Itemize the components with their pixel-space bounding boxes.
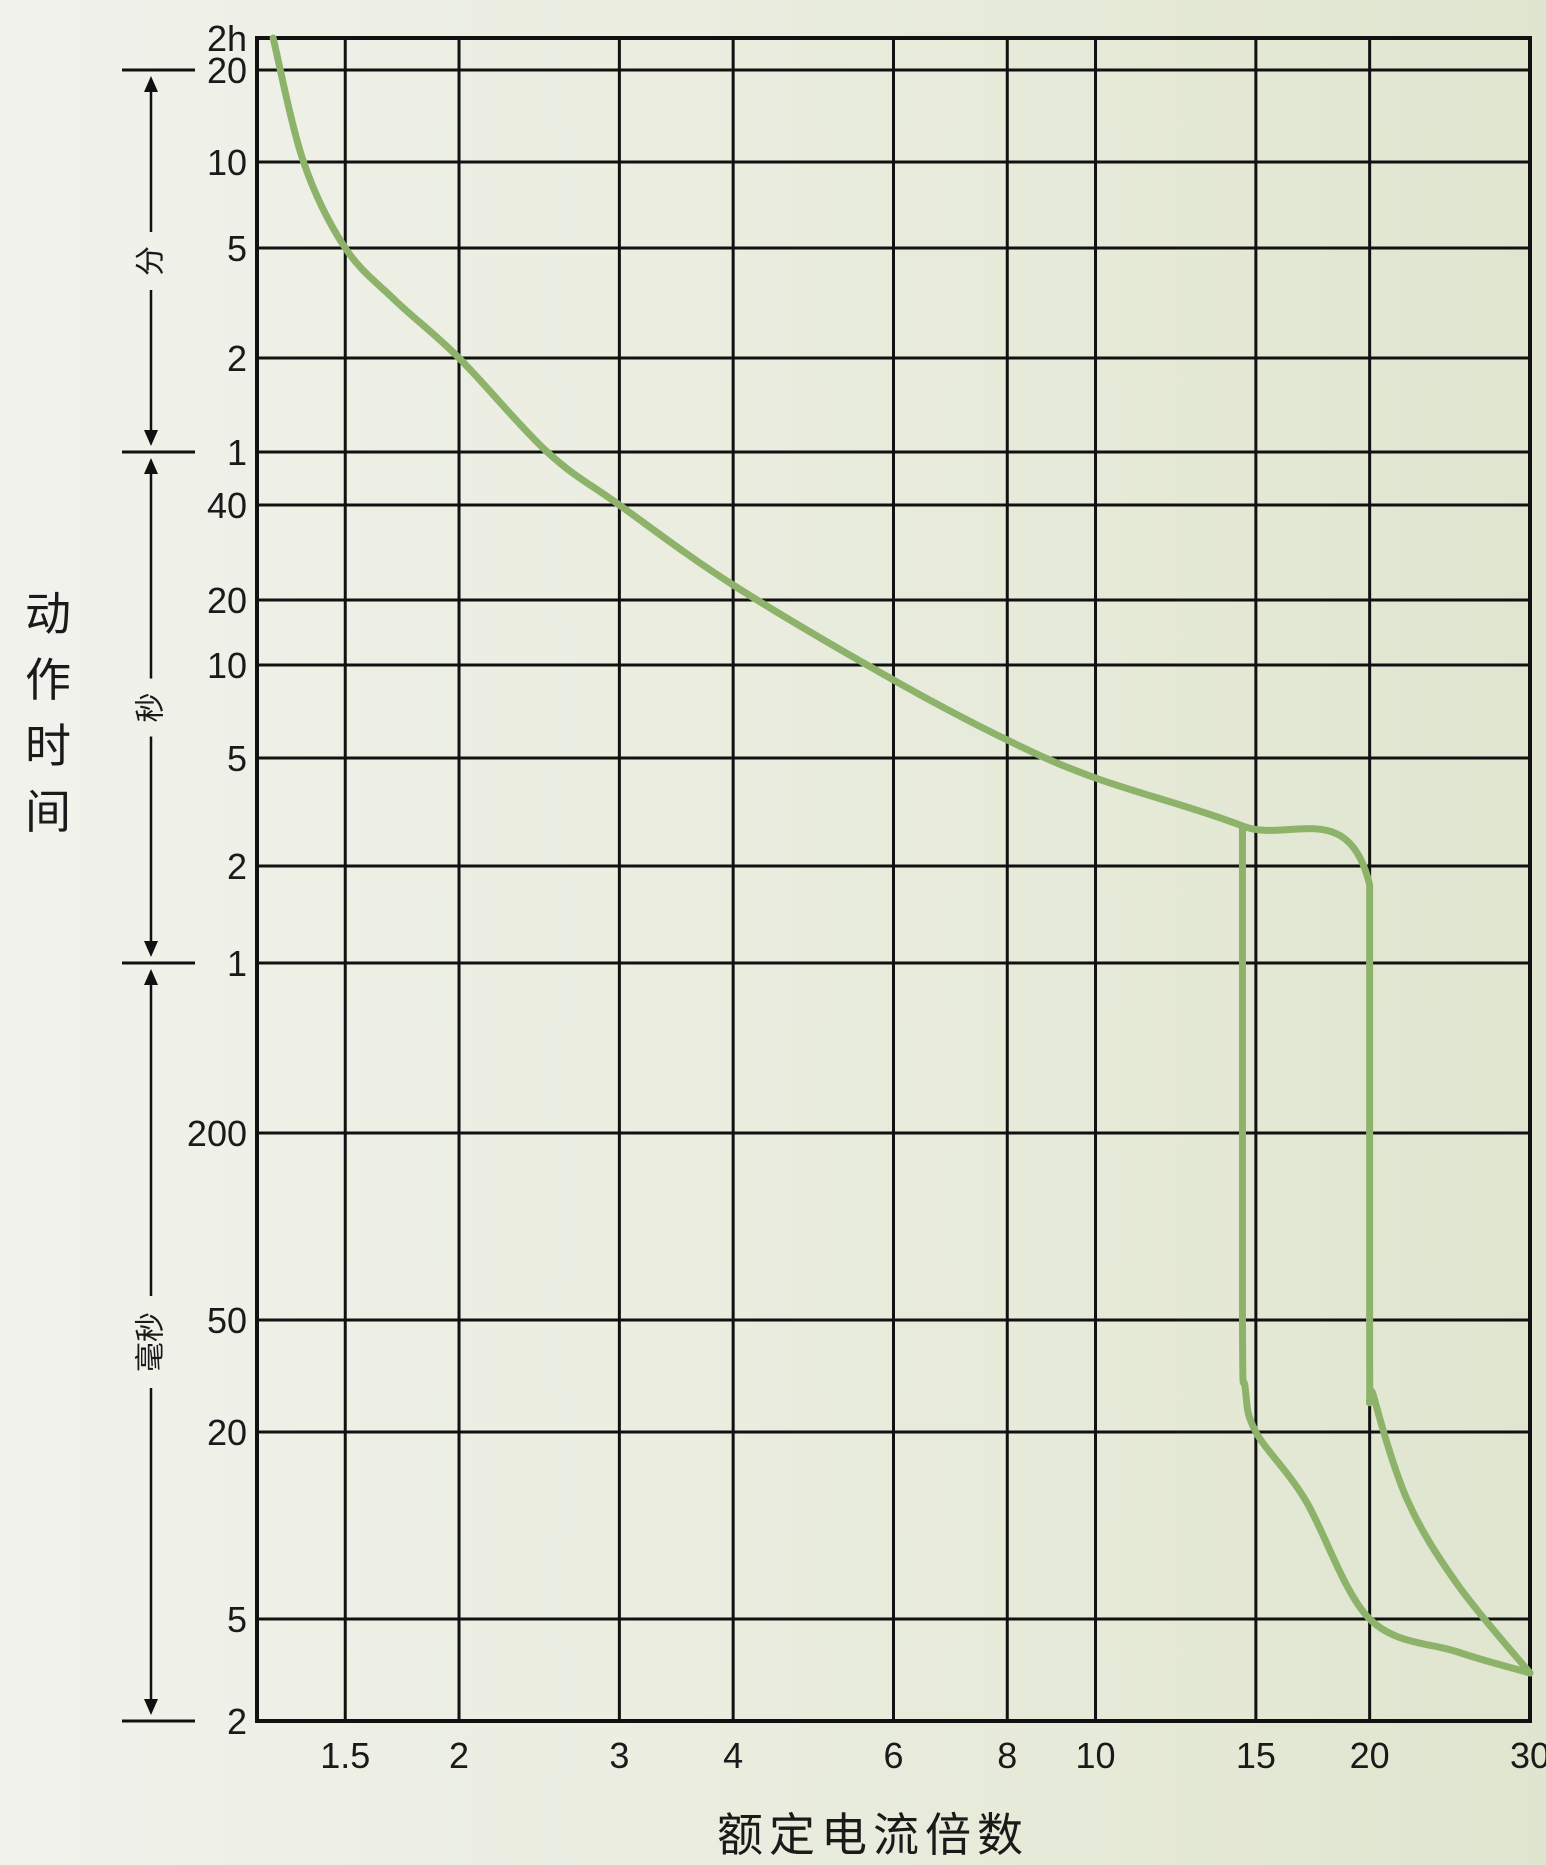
- x-tick-label: 2: [449, 1735, 469, 1776]
- x-tick-label: 4: [723, 1735, 743, 1776]
- band-unit-label: 分: [134, 246, 169, 276]
- y-tick-label: 2: [227, 338, 247, 379]
- trip-curve-2: [1238, 822, 1534, 1677]
- y-tick-label: 5: [227, 1599, 247, 1640]
- y-tick-label: 10: [207, 645, 247, 686]
- grid-horizontal: [257, 68, 1530, 1621]
- y-tick-label: 5: [227, 228, 247, 269]
- x-tick-label: 1.5: [320, 1735, 370, 1776]
- curves: [269, 34, 1534, 1677]
- y-tick-label: 40: [207, 485, 247, 526]
- y-tick-label: 200: [187, 1113, 247, 1154]
- x-tick-label: 3: [609, 1735, 629, 1776]
- y-tick-label: 10: [207, 142, 247, 183]
- x-tick-label: 8: [997, 1735, 1017, 1776]
- y-tick-label: 2: [227, 846, 247, 887]
- y-tick-label: 50: [207, 1300, 247, 1341]
- arrowhead-up-icon: [144, 458, 158, 474]
- x-tick-label: 15: [1236, 1735, 1276, 1776]
- y-tick-label: 20: [207, 1412, 247, 1453]
- x-tick-label: 30: [1510, 1735, 1546, 1776]
- y-tick-label: 2h: [207, 18, 247, 59]
- arrowhead-down-icon: [144, 430, 158, 446]
- y-tick-label: 2: [227, 1701, 247, 1742]
- y-tick-label: 1: [227, 943, 247, 984]
- y-tick-label: 5: [227, 738, 247, 779]
- arrowhead-down-icon: [144, 1699, 158, 1715]
- grid-vertical: [343, 38, 1372, 1721]
- y-tick-label: 1: [227, 432, 247, 473]
- x-tick-label: 10: [1075, 1735, 1115, 1776]
- trip-curve-1: [269, 34, 1534, 1677]
- y-tick-label: 20: [207, 50, 247, 91]
- band-unit-label: 毫秒: [134, 1312, 169, 1372]
- x-tick-label: 6: [883, 1735, 903, 1776]
- band-unit-label: 秒: [134, 693, 169, 723]
- y-axis-title: 动作时间: [25, 587, 71, 839]
- arrowhead-up-icon: [144, 76, 158, 92]
- arrowhead-up-icon: [144, 969, 158, 985]
- arrowhead-down-icon: [144, 941, 158, 957]
- y-tick-label: 20: [207, 580, 247, 621]
- x-axis-title: 额定电流倍数: [717, 1808, 1029, 1862]
- x-tick-label: 20: [1350, 1735, 1390, 1776]
- x-tick-labels: 1.5 2 3 4 6 8 10 15 20 30: [320, 1735, 1546, 1776]
